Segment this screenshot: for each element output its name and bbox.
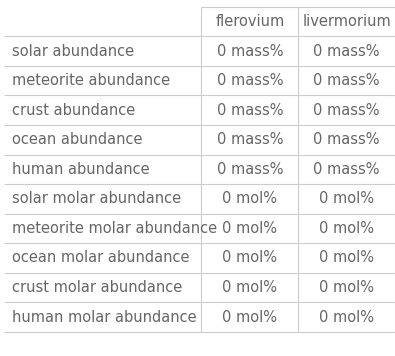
- Text: 0 mass%: 0 mass%: [313, 73, 380, 88]
- Text: ocean molar abundance: ocean molar abundance: [12, 250, 189, 266]
- Text: 0 mass%: 0 mass%: [216, 43, 283, 59]
- Text: 0 mol%: 0 mol%: [222, 280, 277, 295]
- Text: 0 mol%: 0 mol%: [222, 221, 277, 236]
- Text: 0 mass%: 0 mass%: [313, 132, 380, 147]
- Text: 0 mass%: 0 mass%: [313, 103, 380, 118]
- Text: 0 mol%: 0 mol%: [222, 191, 277, 206]
- Text: 0 mass%: 0 mass%: [313, 162, 380, 177]
- Text: 0 mol%: 0 mol%: [222, 250, 277, 266]
- Text: livermorium: livermorium: [302, 14, 391, 29]
- Text: solar abundance: solar abundance: [12, 43, 134, 59]
- Text: crust abundance: crust abundance: [12, 103, 135, 118]
- Text: ocean abundance: ocean abundance: [12, 132, 142, 147]
- Text: 0 mol%: 0 mol%: [319, 191, 374, 206]
- Text: 0 mass%: 0 mass%: [216, 103, 283, 118]
- Text: human abundance: human abundance: [12, 162, 149, 177]
- Text: 0 mol%: 0 mol%: [222, 309, 277, 325]
- Text: flerovium: flerovium: [215, 14, 284, 29]
- Text: human molar abundance: human molar abundance: [12, 309, 196, 325]
- Text: 0 mass%: 0 mass%: [313, 43, 380, 59]
- Text: 0 mass%: 0 mass%: [216, 162, 283, 177]
- Text: 0 mass%: 0 mass%: [216, 132, 283, 147]
- Text: meteorite molar abundance: meteorite molar abundance: [12, 221, 217, 236]
- Text: solar molar abundance: solar molar abundance: [12, 191, 181, 206]
- Text: 0 mol%: 0 mol%: [319, 221, 374, 236]
- Text: crust molar abundance: crust molar abundance: [12, 280, 182, 295]
- Text: 0 mol%: 0 mol%: [319, 309, 374, 325]
- Text: 0 mass%: 0 mass%: [216, 73, 283, 88]
- Text: 0 mol%: 0 mol%: [319, 250, 374, 266]
- Text: 0 mol%: 0 mol%: [319, 280, 374, 295]
- Text: meteorite abundance: meteorite abundance: [12, 73, 170, 88]
